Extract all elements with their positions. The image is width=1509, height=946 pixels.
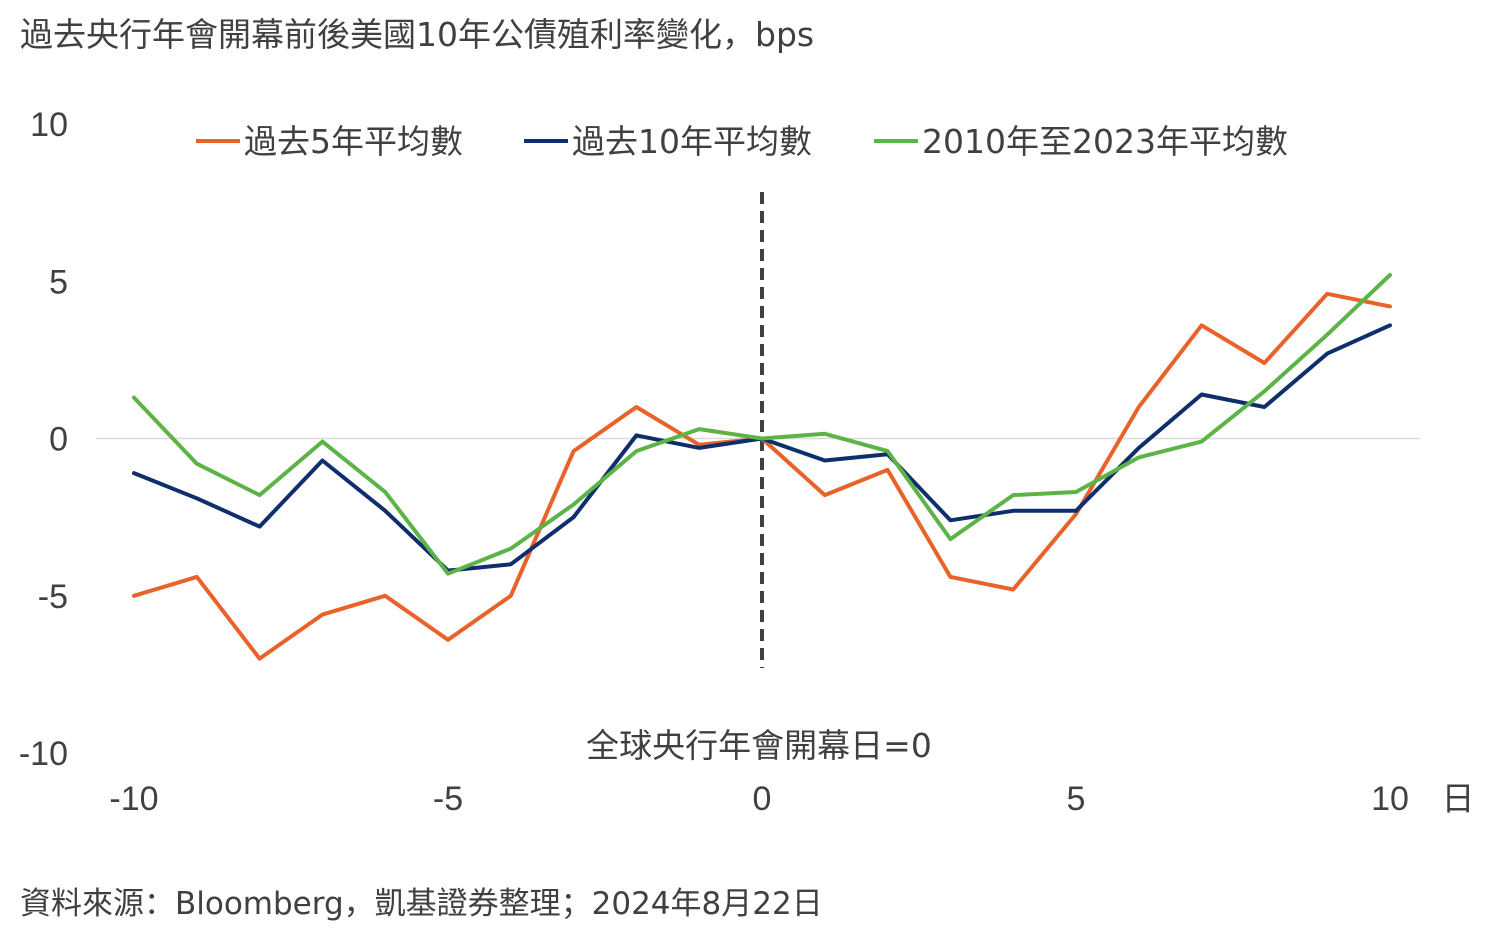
series-line-3 [132, 273, 1392, 576]
legend-label-2: 過去10年平均數 [572, 122, 812, 161]
event-marker-label: 全球央行年會開幕日=0 [586, 726, 932, 765]
x-tick-label: -10 [109, 780, 158, 818]
y-tick-label: -10 [19, 735, 68, 773]
x-axis-unit-label: 日 [1442, 779, 1475, 818]
x-tick-label: 5 [1067, 780, 1086, 818]
x-tick-label: 10 [1371, 780, 1409, 818]
y-tick-label: 0 [49, 421, 68, 459]
y-tick-label: -5 [38, 578, 68, 616]
legend-label-1: 過去5年平均數 [244, 122, 463, 161]
y-tick-label: 10 [30, 106, 68, 144]
legend-label-3: 2010年至2023年平均數 [922, 122, 1288, 161]
y-tick-label: 5 [49, 263, 68, 301]
x-tick-label: -5 [433, 780, 463, 818]
x-tick-label: 0 [753, 780, 772, 818]
source-note: 資料來源：Bloomberg，凱基證券整理；2024年8月22日 [20, 886, 823, 922]
chart-title: 過去央行年會開幕前後美國10年公債殖利率變化，bps [20, 15, 815, 54]
